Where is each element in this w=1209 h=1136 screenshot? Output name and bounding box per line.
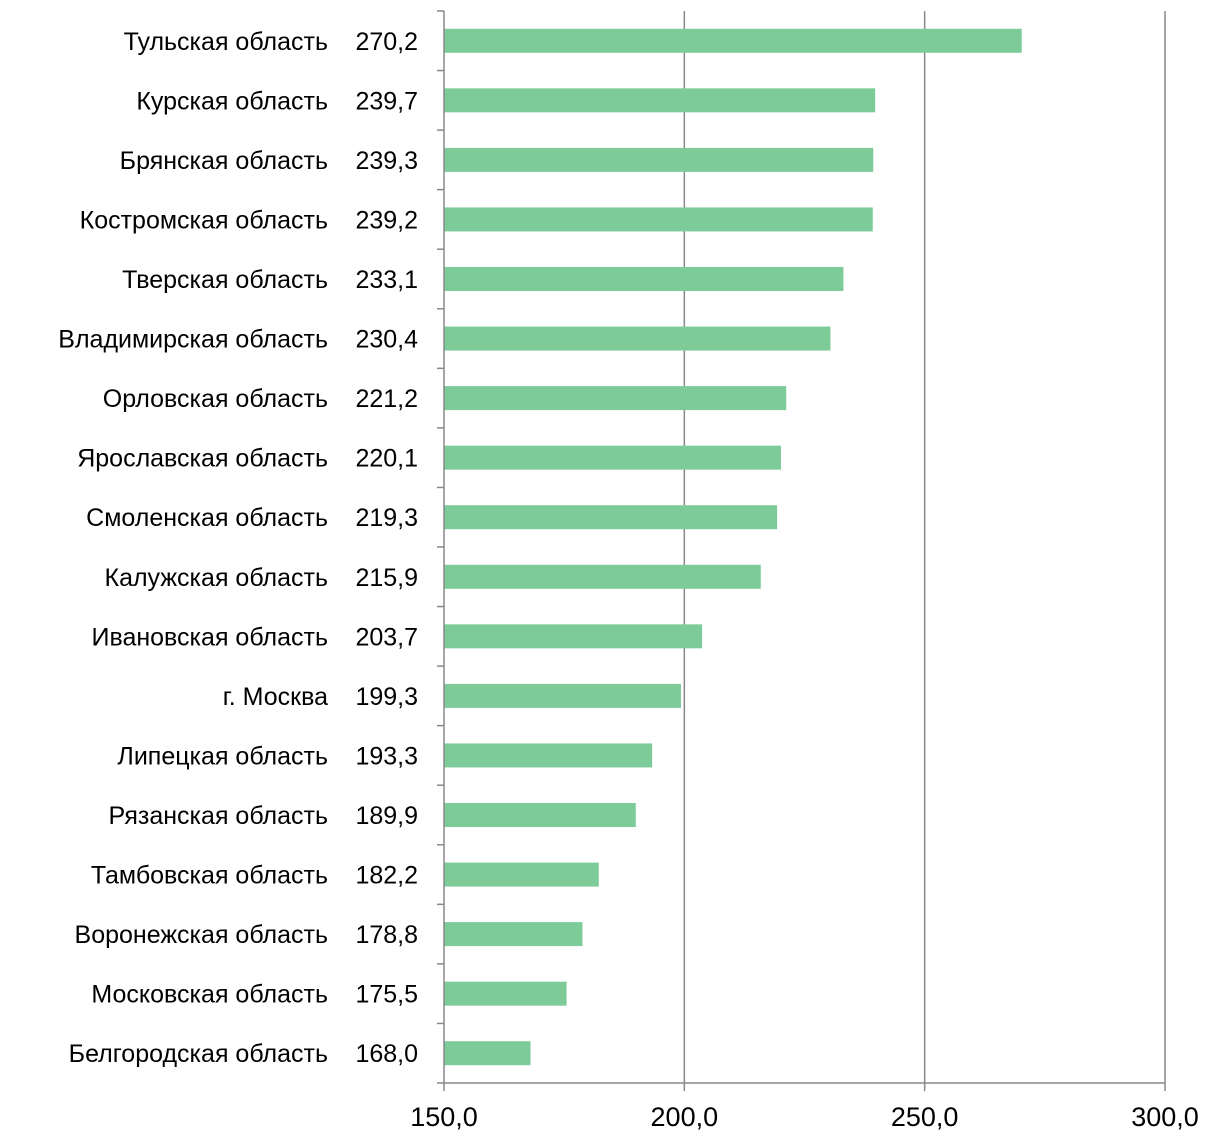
category-label: Тульская область xyxy=(124,28,328,56)
value-label: 189,9 xyxy=(355,802,418,830)
bar xyxy=(444,88,876,113)
bar xyxy=(444,147,874,172)
bar xyxy=(444,1041,531,1066)
category-label: Смоленская область xyxy=(86,504,328,532)
value-label: 230,4 xyxy=(355,326,418,354)
bar xyxy=(444,862,599,887)
category-label: Тамбовская область xyxy=(91,862,328,890)
value-label: 178,8 xyxy=(355,921,418,949)
category-label: Ивановская область xyxy=(91,623,328,651)
category-label: Тверская область xyxy=(122,266,328,294)
bar xyxy=(444,624,703,649)
bar xyxy=(444,922,583,947)
category-label: Калужская область xyxy=(105,564,329,592)
labels: Тульская область 270,2 Курская область 239,… xyxy=(58,28,1199,1132)
category-label: Владимирская область xyxy=(58,326,328,354)
value-label: 221,2 xyxy=(355,385,418,413)
value-label: 215,9 xyxy=(355,564,418,592)
bar xyxy=(444,207,873,232)
category-label: Ярославская область xyxy=(77,445,328,473)
value-label: 203,7 xyxy=(355,623,418,651)
x-tick-label: 200,0 xyxy=(651,1102,719,1132)
x-tick-label: 250,0 xyxy=(891,1102,959,1132)
value-label: 168,0 xyxy=(355,1040,418,1068)
category-label: Рязанская область xyxy=(109,802,329,830)
bar xyxy=(444,743,653,768)
x-tick-label: 300,0 xyxy=(1131,1102,1199,1132)
bar xyxy=(444,267,844,291)
bar xyxy=(444,445,781,470)
category-label: Курская область xyxy=(136,87,328,115)
value-label: 239,7 xyxy=(355,87,418,115)
bars xyxy=(444,28,1022,1066)
bar xyxy=(444,505,778,530)
category-label: Брянская область xyxy=(120,147,328,175)
axes xyxy=(437,10,1166,1091)
bar xyxy=(444,803,636,827)
category-label: Орловская область xyxy=(103,385,328,413)
category-label: Липецкая область xyxy=(117,742,328,770)
category-label: Белгородская область xyxy=(69,1040,328,1068)
value-label: 182,2 xyxy=(355,862,418,890)
value-label: 270,2 xyxy=(355,28,418,56)
value-label: 219,3 xyxy=(355,504,418,532)
value-label: 239,3 xyxy=(355,147,418,175)
value-label: 193,3 xyxy=(355,742,418,770)
bar xyxy=(444,683,681,708)
category-label: Костромская область xyxy=(80,206,328,234)
grid-lines xyxy=(683,11,1166,1083)
category-label: Московская область xyxy=(91,981,328,1009)
bar xyxy=(444,564,761,589)
value-label: 175,5 xyxy=(355,981,418,1009)
category-label: Воронежская область xyxy=(75,921,328,949)
bar xyxy=(444,981,567,1006)
value-label: 233,1 xyxy=(355,266,418,294)
category-label: г. Москва xyxy=(223,683,328,711)
value-label: 199,3 xyxy=(355,683,418,711)
value-label: 239,2 xyxy=(355,206,418,234)
x-tick-label: 150,0 xyxy=(410,1102,478,1132)
bar xyxy=(444,326,831,351)
value-label: 220,1 xyxy=(355,445,418,473)
bar xyxy=(444,28,1022,53)
bar xyxy=(444,386,787,411)
